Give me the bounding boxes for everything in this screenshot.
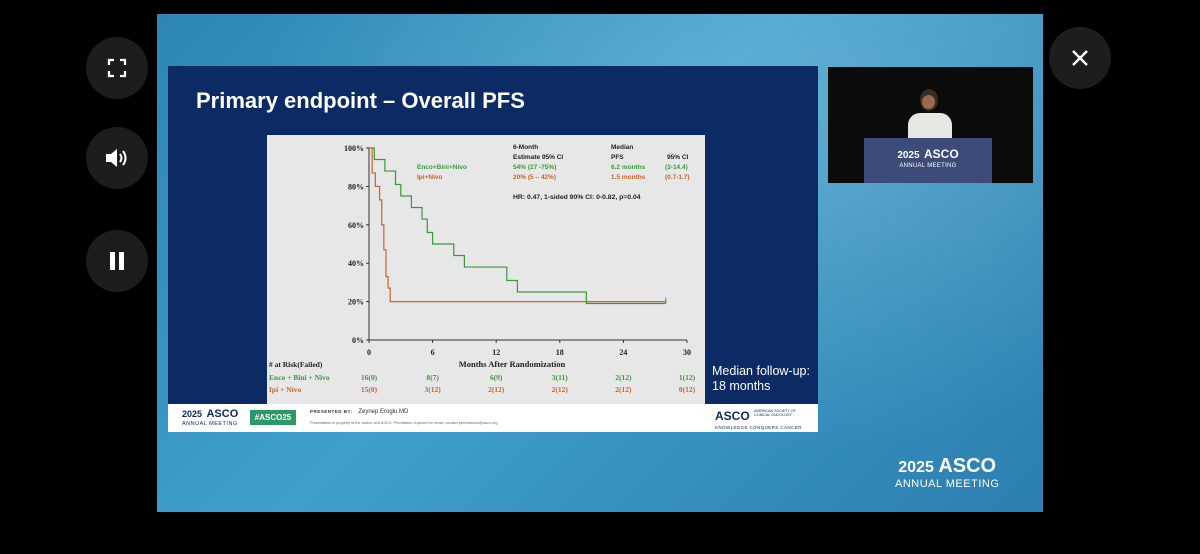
median-followup: Median follow-up: 18 months xyxy=(712,364,810,394)
volume-button[interactable] xyxy=(86,127,148,189)
legend-series-name: Ipi+Nivo xyxy=(417,174,442,181)
km-chart: 0% 20% 40% 60% 80% 100% 0 6 12 18 24 30 Months After… xyxy=(269,144,696,394)
y-tick-label: 40% xyxy=(348,259,364,268)
close-button[interactable] xyxy=(1049,27,1111,89)
legend-col2a: Median xyxy=(611,144,633,151)
legend-series-name: Enco+Bini+Nivo xyxy=(417,164,467,171)
legend-col3: 95% CI xyxy=(667,154,689,161)
km-curve-1 xyxy=(369,147,666,303)
asco-org-logo: ASCO AMERICAN SOCIETY OF CLINICAL ONCOLOG… xyxy=(715,409,802,430)
risk-value: 15(0) xyxy=(361,385,378,394)
legend-col1b: Estimate 95% CI xyxy=(513,154,563,161)
risk-table-header: # at Risk(Failed) xyxy=(269,360,323,369)
legend-six-month: 54% (27 -75%) xyxy=(513,164,556,171)
hazard-ratio-text: HR: 0.47, 1-sided 90% CI: 0-0.82, p=0.04 xyxy=(513,194,641,201)
x-axis-label: Months After Randomization xyxy=(459,359,566,369)
slide-title: Primary endpoint – Overall PFS xyxy=(196,88,525,113)
legend-median-ci: (3-14.4) xyxy=(665,164,688,171)
risk-value: 2(12) xyxy=(488,385,505,394)
y-tick-label: 20% xyxy=(348,298,364,307)
risk-value: 8(7) xyxy=(426,373,439,382)
km-curve-0 xyxy=(369,147,666,305)
x-tick-label: 30 xyxy=(683,348,691,357)
risk-row-label: Ipi + Nivo xyxy=(269,385,301,394)
legend-median-pfs: 1.5 months xyxy=(611,174,646,181)
asco-brand-logo: 2025 ASCO ANNUAL MEETING xyxy=(895,455,1000,490)
presented-by: PRESENTED BY: Zeynep Eroglu MD xyxy=(310,409,409,415)
speaker-camera: 2025 ASCO ANNUAL MEETING xyxy=(828,67,1033,183)
fullscreen-icon xyxy=(107,58,127,78)
x-tick-label: 24 xyxy=(619,348,627,357)
x-tick-label: 12 xyxy=(492,348,500,357)
risk-value: 3(12) xyxy=(424,385,441,394)
risk-value: 2(12) xyxy=(615,385,632,394)
x-tick-label: 0 xyxy=(367,348,371,357)
risk-value: 0(12) xyxy=(679,385,696,394)
legend-col2b: PFS xyxy=(611,154,624,161)
footer-disclaimer: Presentation is property of the author a… xyxy=(310,421,498,425)
km-plot-panel: 0% 20% 40% 60% 80% 100% 0 6 12 18 24 30 Months After… xyxy=(267,135,705,406)
pause-button[interactable] xyxy=(86,230,148,292)
risk-value: 3(11) xyxy=(552,373,568,382)
slide-footer: 2025 ASCO ANNUAL MEETING #ASCO25 PRESENT… xyxy=(168,404,818,432)
x-tick-label: 6 xyxy=(431,348,435,357)
x-tick-label: 18 xyxy=(556,348,564,357)
followup-line2: 18 months xyxy=(712,379,771,393)
y-tick-label: 60% xyxy=(348,221,364,230)
risk-value: 2(12) xyxy=(552,385,569,394)
legend-median-pfs: 6.2 months xyxy=(611,164,646,171)
risk-value: 2(12) xyxy=(615,373,632,382)
volume-icon xyxy=(106,149,127,167)
risk-value: 1(12) xyxy=(679,373,696,382)
legend-median-ci: (0.7-1.7) xyxy=(665,174,690,181)
pause-icon xyxy=(110,252,124,270)
podium: 2025 ASCO ANNUAL MEETING xyxy=(864,138,992,183)
hashtag-badge: #ASCO25 xyxy=(250,410,296,425)
risk-value: 6(9) xyxy=(490,373,503,382)
followup-line1: Median follow-up: xyxy=(712,364,810,378)
fullscreen-button[interactable] xyxy=(86,37,148,99)
close-icon xyxy=(1072,50,1088,66)
legend-six-month: 20% (5 – 42%) xyxy=(513,174,556,181)
y-tick-label: 100% xyxy=(344,144,364,153)
footer-asco-logo: 2025 ASCO ANNUAL MEETING xyxy=(182,408,239,428)
legend-col1a: 6-Month xyxy=(513,144,538,151)
y-tick-label: 0% xyxy=(352,336,364,345)
y-tick-label: 80% xyxy=(348,182,364,191)
risk-row-label: Enco + Bini + Nivo xyxy=(269,373,330,382)
presentation-slide: Primary endpoint – Overall PFS 0% 20% 40% 6… xyxy=(168,66,818,432)
risk-value: 16(0) xyxy=(361,373,378,382)
